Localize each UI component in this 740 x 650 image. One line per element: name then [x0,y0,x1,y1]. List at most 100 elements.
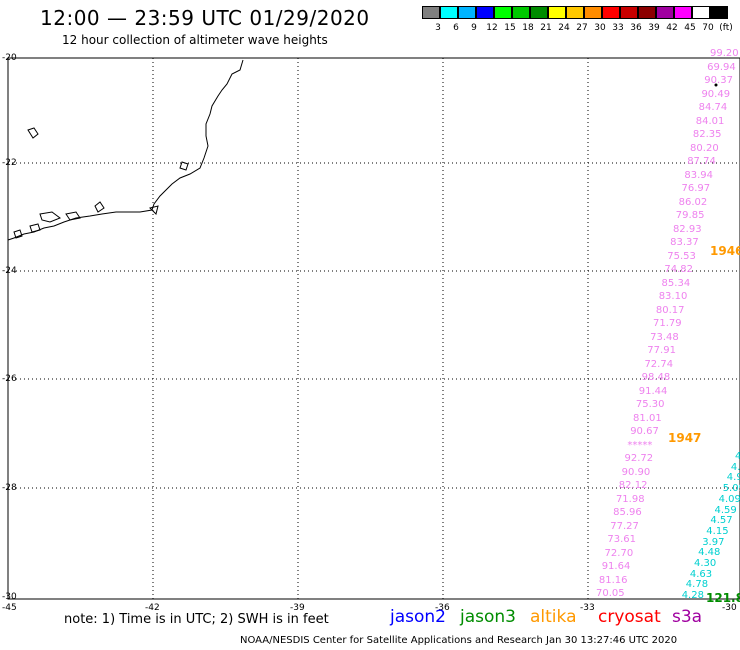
coastline [7,59,244,241]
wave-height-value: 74.82 [664,264,694,275]
lon-label: -45 [2,603,17,613]
legend-swatch [566,6,584,19]
legend-swatch [512,6,530,19]
wave-height-value: 4.9 [726,472,740,484]
lat-label: -26 [2,374,17,384]
legend-swatch [620,6,638,19]
wave-height-value: 85.96 [613,507,642,518]
wave-height-value: 86.02 [678,196,708,208]
legend-label: 18 [522,23,534,33]
wave-height-value: 91.44 [638,385,668,397]
wave-height-value: 83.37 [670,237,699,248]
wave-height-value: 79.85 [675,210,705,221]
legend-label: 27 [576,23,588,33]
lat-label: -24 [2,266,17,276]
legend-label: 70 [702,23,714,33]
satellite-legend-altika: altika [530,607,577,627]
legend-swatch [476,6,494,19]
wave-height-value: 98.48 [641,372,671,383]
lat-label: -30 [2,592,17,602]
lon-label: -30 [722,603,737,613]
wave-height-value: 70.05 [596,588,625,599]
wave-height-value: 84.74 [698,102,728,113]
legend-swatch [548,6,566,19]
wave-height-value: 90.49 [701,88,731,100]
legend-swatch [710,6,728,19]
legend-label: 39 [648,23,660,33]
wave-height-value: 4.63 [689,568,713,580]
wave-height-value: 90.37 [704,75,733,86]
wave-height-value: 84.01 [695,115,725,127]
legend-swatch [584,6,602,19]
satellite-legend-s3a: s3a [672,607,703,627]
wave-height-value: 81.01 [633,412,662,424]
lat-label: -28 [2,483,17,493]
wave-height-value: 83.94 [684,169,713,181]
wave-height-value: 4.59 [714,504,737,516]
wave-height-value: 5.09 [722,483,740,495]
wave-height-value: 3.97 [702,536,725,548]
wave-height-value: 4.15 [706,525,729,537]
pass-label: 1947 [668,431,702,445]
legend-swatch [458,6,476,19]
wave-height-value: 90.90 [621,466,651,478]
wave-height-value: 71.79 [653,318,682,329]
legend-label: 9 [471,23,477,33]
wave-height-value: 82.12 [618,480,648,491]
legend-label: 33 [612,23,624,33]
lon-label: -39 [290,603,305,613]
lon-label: -33 [580,603,595,613]
legend-label: 15 [504,23,516,33]
wave-height-value: 4.30 [694,558,717,569]
legend-label: 21 [540,23,552,33]
wave-height-value: 76.97 [681,183,711,194]
wave-height-value: 80.20 [690,142,719,154]
wave-height-value: 81.16 [598,574,628,586]
wave-height-value: 71.98 [615,493,645,505]
legend-label: 30 [594,23,606,33]
wave-height-value: 82.35 [692,129,722,140]
wave-height-value: 69.94 [707,61,736,73]
wave-height-value: 4.57 [710,515,733,527]
wave-height-value: 83.10 [658,291,688,302]
legend-label: 24 [558,23,570,33]
wave-height-value: 4.48 [698,547,721,559]
legend-label: (ft) [719,23,733,33]
legend-swatch [692,6,710,19]
wave-height-value: 4.9 [730,461,740,473]
wave-height-value: 4.28 [681,590,704,602]
lon-label: -36 [435,603,450,613]
satellite-legend-cryosat: cryosat [598,607,661,627]
legend-swatch [530,6,548,19]
wave-height-value: 80.17 [655,304,685,316]
legend-label: 6 [453,23,459,33]
wave-height-value: 4.09 [718,493,740,505]
legend-swatch [494,6,512,19]
pass-label: 121.8 [706,591,740,605]
legend-swatch [674,6,692,19]
legend-label: 45 [684,23,696,33]
wave-height-value: 90.67 [630,426,659,437]
wave-height-value: 4. [735,451,740,462]
wave-height-value: 77.27 [610,520,639,532]
wave-height-value: 82.93 [672,223,702,235]
wave-height-value: 99.20 [710,48,739,59]
map-subtitle: 12 hour collection of altimeter wave hei… [62,33,328,47]
wave-height-value: 72.70 [604,547,634,559]
legend-label: 36 [630,23,642,33]
legend-swatch [422,6,440,19]
legend-swatch [440,6,458,19]
map-title: 12:00 — 23:59 UTC 01/29/2020 [40,6,370,30]
legend-label: 3 [435,23,441,33]
satellite-legend-jason2: jason2 [390,607,446,627]
legend-label: 42 [666,23,678,33]
pass-label: 1946 [710,244,740,258]
satellite-legend-jason3: jason3 [460,607,516,627]
map-frame [7,57,740,600]
lon-label: -42 [145,603,160,613]
wave-height-value: 73.61 [607,534,637,545]
note-text: note: 1) Time is in UTC; 2) SWH is in fe… [64,612,329,627]
legend-swatch [638,6,656,19]
legend-swatch [602,6,620,19]
legend-swatch [656,6,674,19]
